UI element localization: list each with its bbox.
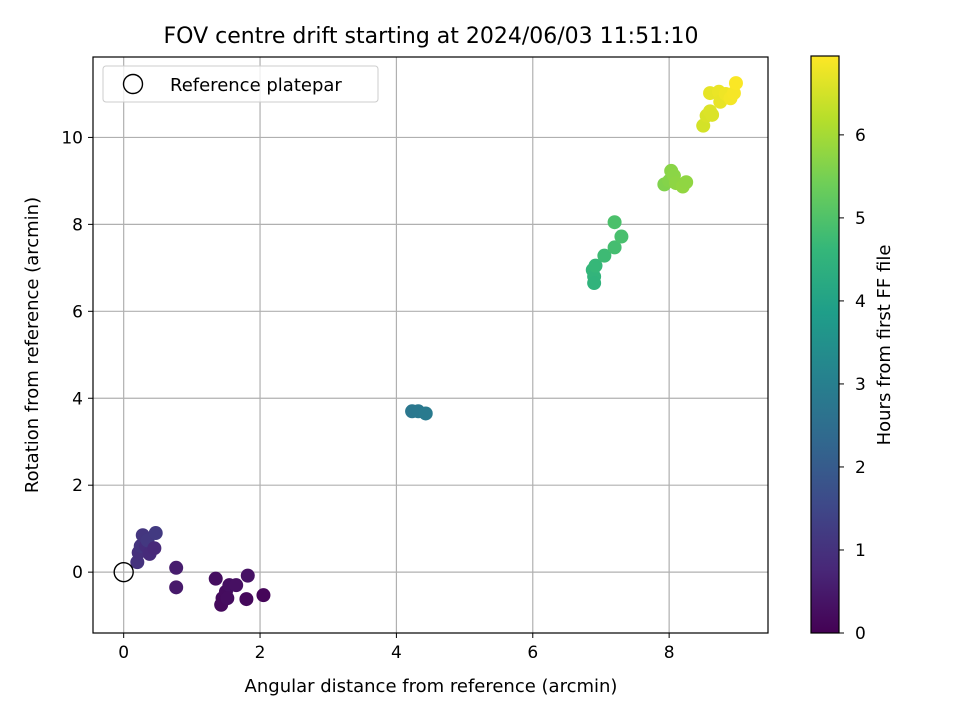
data-point <box>148 526 163 541</box>
data-point <box>679 175 694 190</box>
y-tick-label: 8 <box>72 215 83 235</box>
plot-frame <box>92 56 769 634</box>
colorbar-frame <box>810 55 840 634</box>
y-tick-label: 2 <box>72 476 83 496</box>
colorbar-tick-label: 4 <box>855 292 866 312</box>
x-axis-label: Angular distance from reference (arcmin) <box>245 676 618 697</box>
colorbar: 0 1 2 3 4 5 6 Hours from first FF file <box>810 55 895 644</box>
data-point <box>418 406 433 421</box>
data-point <box>607 215 622 230</box>
y-tick-label: 0 <box>72 563 83 583</box>
colorbar-ticks: 0 1 2 3 4 5 6 <box>839 126 866 644</box>
data-point <box>256 588 271 603</box>
y-tick-label: 10 <box>61 128 83 148</box>
colorbar-tick-label: 3 <box>855 375 866 395</box>
data-point <box>208 571 223 586</box>
data-point <box>705 107 720 122</box>
y-tick-label: 6 <box>72 302 83 322</box>
x-tick-label: 8 <box>664 643 675 663</box>
x-tick-label: 2 <box>255 643 266 663</box>
data-point <box>239 592 254 607</box>
data-point <box>614 229 629 244</box>
data-point <box>607 240 622 255</box>
data-point <box>169 580 184 595</box>
data-point <box>587 276 602 291</box>
grid-lines <box>93 57 768 633</box>
legend: Reference platepar <box>102 65 379 103</box>
reference-marker <box>113 561 134 583</box>
data-point <box>229 578 244 593</box>
data-point <box>220 591 235 606</box>
legend-box <box>102 65 379 103</box>
colorbar-tick-label: 0 <box>855 624 866 644</box>
data-points <box>130 76 743 612</box>
legend-reference-marker <box>122 73 144 95</box>
data-point <box>147 541 162 556</box>
x-tick-label: 4 <box>391 643 402 663</box>
colorbar-tick-label: 6 <box>855 126 866 146</box>
chart-title: FOV centre drift starting at 2024/06/03 … <box>164 24 699 49</box>
colorbar-label: Hours from first FF file <box>874 245 895 446</box>
colorbar-tick-label: 2 <box>855 458 866 478</box>
data-point <box>240 568 255 583</box>
reference-marker-group <box>113 561 134 583</box>
data-point <box>169 560 184 575</box>
y-axis-label: Rotation from reference (arcmin) <box>22 197 43 493</box>
colorbar-tick-label: 1 <box>855 541 866 561</box>
colorbar-tick-label: 5 <box>855 209 866 229</box>
data-point <box>588 258 603 273</box>
colorbar-fill <box>811 56 839 633</box>
x-tick-label: 6 <box>527 643 538 663</box>
data-point <box>597 248 612 263</box>
legend-label: Reference platepar <box>170 75 342 96</box>
x-tick-label: 0 <box>118 643 129 663</box>
data-point <box>728 76 743 91</box>
x-axis-ticks: 0 2 4 6 8 <box>118 633 675 663</box>
y-tick-label: 4 <box>72 389 83 409</box>
y-axis-ticks: 0 2 4 6 8 10 <box>61 128 93 583</box>
